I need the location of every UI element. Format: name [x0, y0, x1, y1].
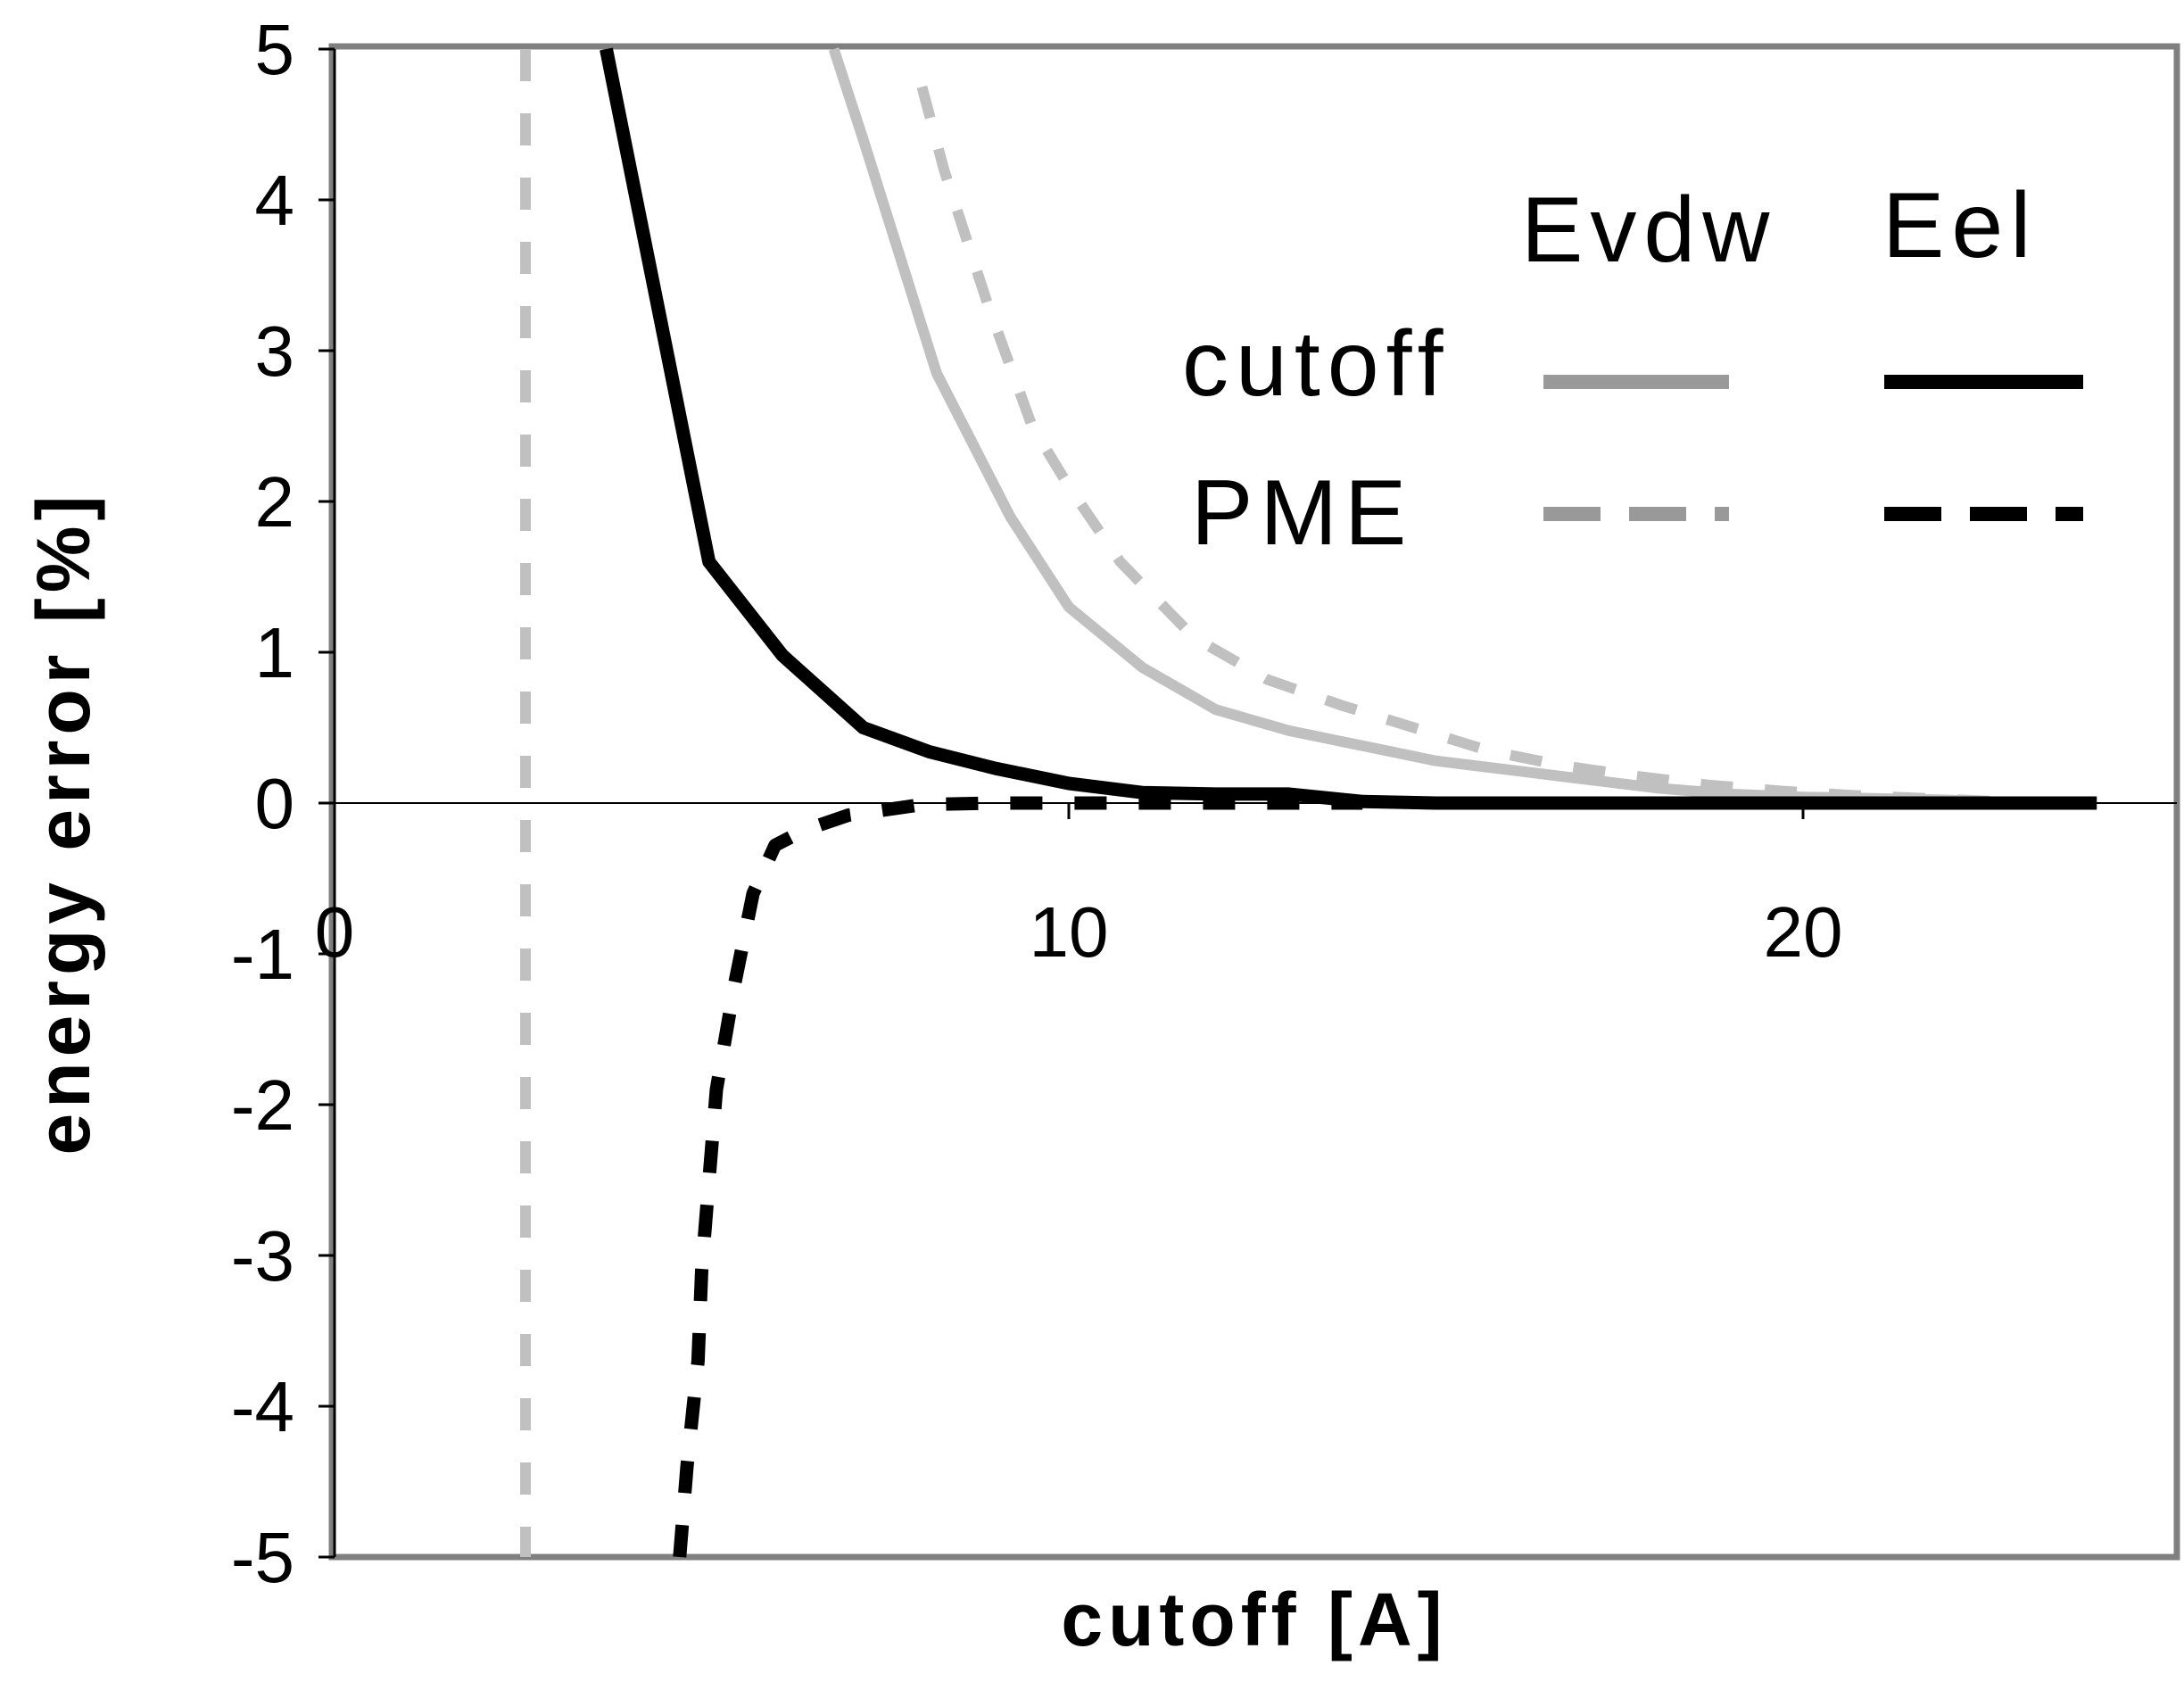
y-tick-label: -3 [231, 1216, 294, 1296]
series-line-eel-cutoff-3 [600, 47, 2097, 810]
x-axis-title: cutoff [A] [1061, 1578, 1447, 1661]
legend-row-label-cutoff: cutoff [1182, 312, 1450, 416]
y-tick-label: 3 [255, 311, 295, 391]
x-tick-label: 10 [1030, 892, 1109, 972]
series-line-evdw-cutoff-0 [828, 47, 2097, 808]
y-tick-label: -5 [231, 1518, 294, 1597]
x-tick-label: 20 [1764, 892, 1843, 972]
y-tick-label: -1 [231, 915, 294, 994]
y-tick-label: 0 [255, 764, 295, 843]
y-tick-label: 1 [255, 613, 295, 692]
y-axis-title: energy error [%] [21, 491, 105, 1156]
legend-column-header-evdw: Evdw [1521, 178, 1776, 282]
legend: Evdw Eel cutoff PME [1182, 174, 2083, 565]
series-line-evdw-pme-2 [916, 85, 2097, 808]
legend-row-label-pme: PME [1191, 461, 1413, 565]
y-tick-label: -4 [231, 1367, 294, 1446]
y-tick-label: 2 [255, 462, 295, 542]
y-tick-label: 4 [255, 161, 295, 240]
legend-column-header-eel: Eel [1882, 174, 2038, 278]
y-tick-label: -2 [231, 1065, 294, 1145]
x-tick-label: 0 [315, 892, 355, 972]
y-tick-label: 5 [255, 10, 295, 89]
series-line-eel-pme-4 [673, 796, 1363, 1558]
